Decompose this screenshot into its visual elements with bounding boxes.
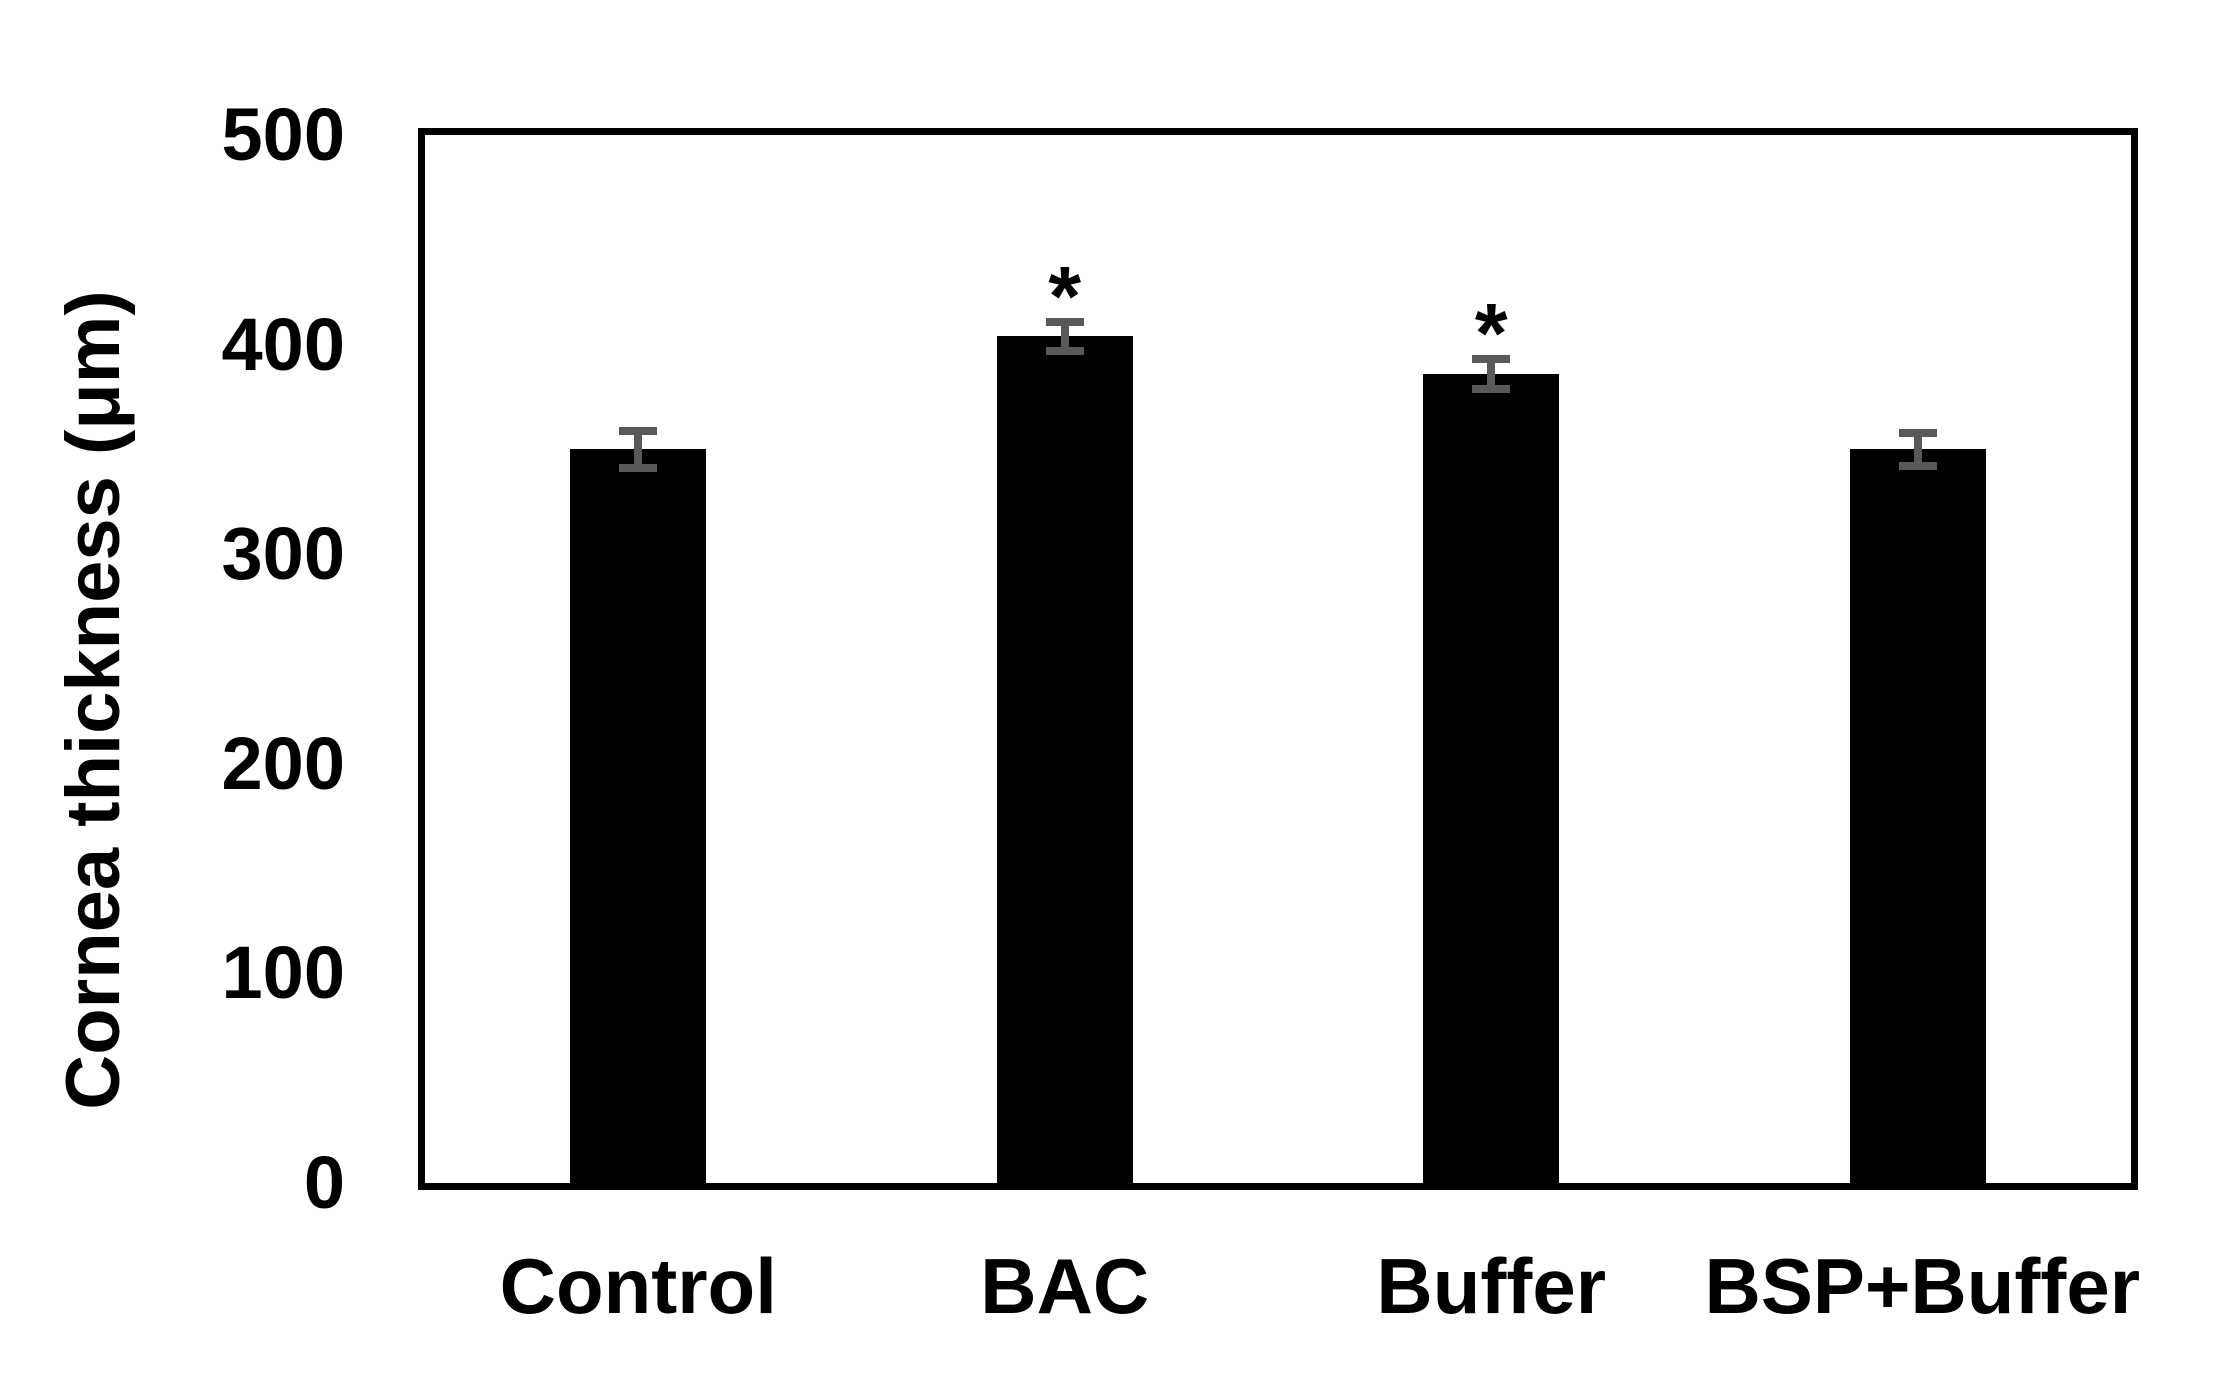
error-bar-cap-bottom (1898, 462, 1937, 471)
bar-bsp-buffer (1849, 449, 1986, 1183)
y-tick-label: 0 (303, 1141, 345, 1224)
error-bar-cap-bottom (1045, 346, 1084, 355)
error-bar-cap-bottom (1472, 384, 1511, 393)
error-bar-line (1060, 321, 1069, 351)
x-axis-category-label: BAC (980, 1242, 1150, 1330)
error-bar-line (634, 430, 643, 469)
error-bar-cap-top (1472, 355, 1511, 364)
error-bar-cap-top (619, 426, 658, 435)
significance-asterisk: * (1048, 248, 1082, 343)
x-axis-category-label: Buffer (1376, 1242, 1607, 1330)
bar-control (570, 449, 707, 1183)
error-bar-cap-top (1045, 317, 1084, 326)
bar-bac (996, 336, 1133, 1183)
bar-buffer (1423, 373, 1560, 1183)
y-tick-label: 200 (221, 721, 345, 805)
error-bar-line (1487, 359, 1496, 389)
y-tick-label: 400 (221, 302, 345, 386)
error-bar-cap-top (1898, 428, 1937, 437)
error-bar-cap-bottom (619, 464, 658, 473)
y-tick-label: 100 (221, 931, 345, 1015)
x-axis-category-label: Control (499, 1242, 777, 1330)
x-axis-category-label: BSP+Buffer (1704, 1242, 2141, 1330)
significance-asterisk: * (1474, 286, 1508, 381)
error-bar-line (1913, 432, 1922, 467)
y-tick-label: 300 (221, 512, 345, 596)
y-tick-label: 500 (221, 93, 345, 176)
